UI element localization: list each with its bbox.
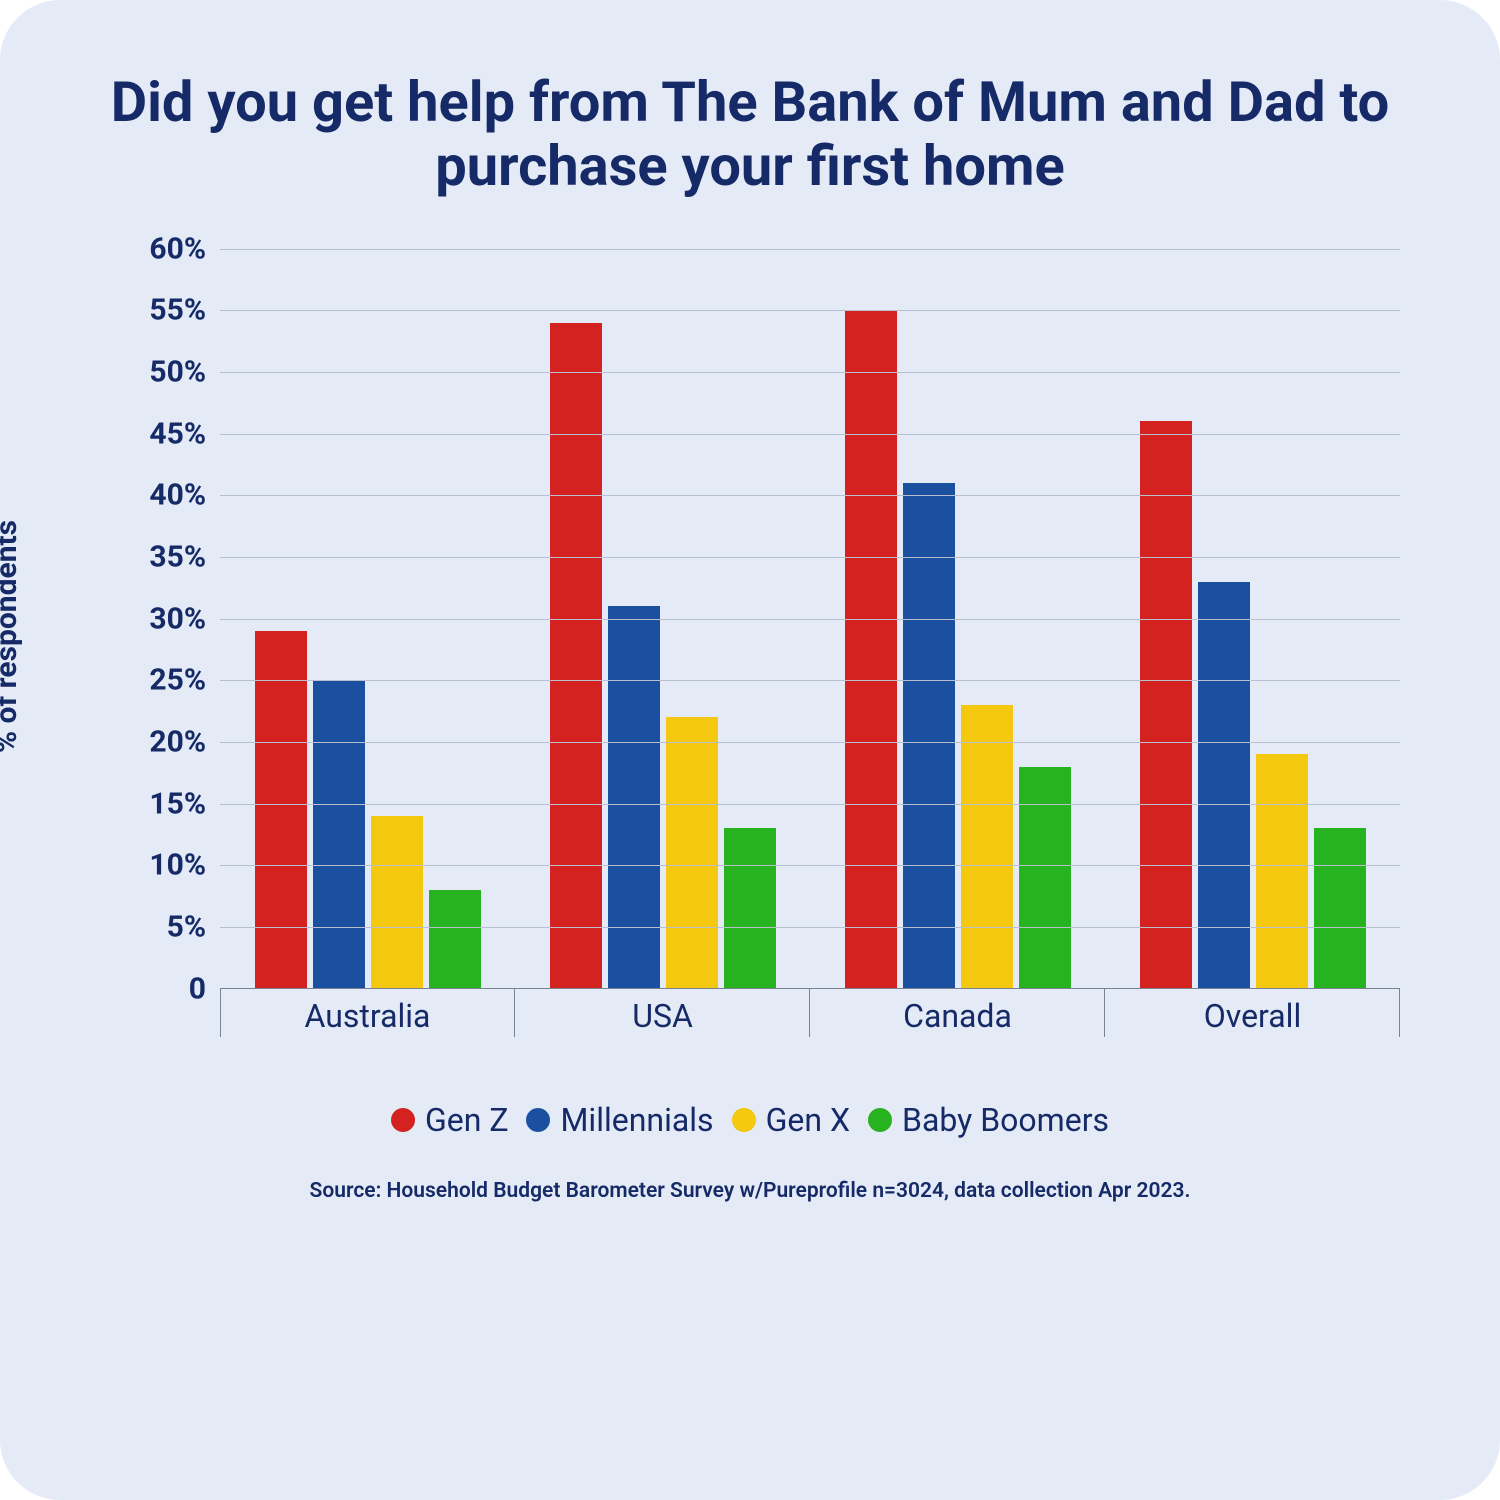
bar — [550, 323, 602, 989]
x-axis-label: USA — [515, 997, 810, 1035]
gridline — [220, 310, 1400, 311]
bar — [666, 717, 718, 988]
legend-item: Gen Z — [391, 1101, 509, 1139]
legend-item: Millennials — [526, 1101, 713, 1139]
x-axis-baseline — [220, 988, 1400, 989]
y-tick-label: 30% — [149, 601, 220, 636]
plot-frame: AustraliaUSACanadaOverall 05%10%15%20%25… — [220, 249, 1400, 989]
bar — [1314, 828, 1366, 988]
x-axis-label: Australia — [220, 997, 515, 1035]
gridline — [220, 865, 1400, 866]
legend-label: Millennials — [560, 1101, 713, 1139]
legend-item: Gen X — [732, 1101, 850, 1139]
bar — [961, 705, 1013, 989]
source-caption: Source: Household Budget Barometer Surve… — [310, 1179, 1191, 1203]
legend-swatch — [526, 1108, 550, 1132]
y-tick-label: 20% — [149, 725, 220, 760]
y-tick-label: 60% — [149, 231, 220, 266]
x-axis-labels: AustraliaUSACanadaOverall — [220, 997, 1400, 1035]
x-axis-label: Overall — [1105, 997, 1400, 1035]
chart-area: % of respondents AustraliaUSACanadaOvera… — [100, 249, 1400, 989]
y-tick-label: 5% — [167, 910, 220, 945]
y-tick-label: 35% — [149, 540, 220, 575]
bar — [371, 816, 423, 989]
gridline — [220, 742, 1400, 743]
bar — [1140, 421, 1192, 988]
bar — [1019, 767, 1071, 989]
legend-swatch — [732, 1108, 756, 1132]
bar — [845, 310, 897, 988]
gridline — [220, 804, 1400, 805]
bar — [255, 631, 307, 989]
chart-card: Did you get help from The Bank of Mum an… — [0, 0, 1500, 1500]
gridline — [220, 619, 1400, 620]
gridline — [220, 557, 1400, 558]
gridline — [220, 495, 1400, 496]
y-axis-label: % of respondents — [0, 520, 24, 753]
bar — [313, 680, 365, 988]
y-tick-label: 0 — [189, 971, 220, 1006]
y-tick-label: 45% — [149, 416, 220, 451]
legend-item: Baby Boomers — [868, 1101, 1109, 1139]
bar — [903, 483, 955, 989]
bar — [608, 606, 660, 988]
y-tick-label: 50% — [149, 355, 220, 390]
legend-label: Gen Z — [425, 1101, 509, 1139]
legend-label: Baby Boomers — [902, 1101, 1109, 1139]
bar — [1256, 754, 1308, 988]
y-tick-label: 15% — [149, 786, 220, 821]
y-tick-label: 40% — [149, 478, 220, 513]
legend-swatch — [868, 1108, 892, 1132]
gridline — [220, 927, 1400, 928]
y-tick-label: 25% — [149, 663, 220, 698]
gridline — [220, 249, 1400, 250]
gridline — [220, 372, 1400, 373]
y-tick-label: 10% — [149, 848, 220, 883]
chart-title: Did you get help from The Bank of Mum an… — [110, 70, 1390, 199]
legend: Gen Z Millennials Gen X Baby Boomers — [391, 1101, 1109, 1139]
gridline — [220, 434, 1400, 435]
y-tick-label: 55% — [149, 293, 220, 328]
bar — [724, 828, 776, 988]
legend-swatch — [391, 1108, 415, 1132]
gridline — [220, 680, 1400, 681]
bar — [429, 890, 481, 989]
x-axis-label: Canada — [810, 997, 1105, 1035]
legend-label: Gen X — [766, 1101, 850, 1139]
